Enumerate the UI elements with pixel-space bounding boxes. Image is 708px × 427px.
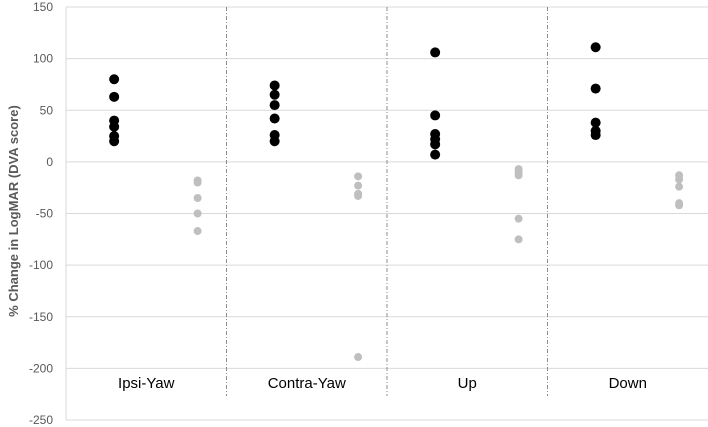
data-point bbox=[675, 182, 684, 191]
data-point bbox=[354, 191, 363, 200]
data-point bbox=[109, 136, 120, 147]
data-point bbox=[430, 139, 441, 150]
data-point bbox=[675, 201, 684, 210]
data-point bbox=[514, 171, 523, 180]
category-separators bbox=[226, 7, 548, 396]
data-point bbox=[109, 121, 120, 132]
data-point bbox=[514, 235, 523, 244]
data-point bbox=[675, 175, 684, 184]
category-labels: Ipsi-Yaw Contra-Yaw Up Down bbox=[118, 375, 647, 392]
data-point bbox=[269, 136, 280, 147]
data-point bbox=[269, 80, 280, 91]
data-point bbox=[430, 149, 441, 160]
data-point bbox=[354, 181, 363, 190]
data-point bbox=[590, 130, 601, 141]
data-points bbox=[109, 42, 684, 362]
y-tick-label: -50 bbox=[36, 207, 54, 221]
y-tick-label: -150 bbox=[29, 310, 53, 324]
category-label: Ipsi-Yaw bbox=[118, 375, 175, 392]
y-tick-label: -200 bbox=[29, 361, 53, 375]
data-point bbox=[269, 113, 280, 124]
data-point bbox=[193, 178, 202, 187]
category-label: Contra-Yaw bbox=[268, 375, 346, 392]
y-tick-label: -250 bbox=[29, 413, 53, 427]
y-tick-label: 50 bbox=[40, 103, 54, 117]
data-point bbox=[269, 89, 280, 100]
y-tick-label: -100 bbox=[29, 258, 53, 272]
data-point bbox=[590, 117, 601, 128]
data-point bbox=[430, 110, 441, 121]
data-point bbox=[269, 100, 280, 111]
data-point bbox=[590, 42, 601, 53]
category-label: Down bbox=[609, 375, 647, 392]
data-point bbox=[514, 214, 523, 223]
y-tick-label: 100 bbox=[33, 52, 53, 66]
data-point bbox=[590, 83, 601, 94]
data-point bbox=[354, 172, 363, 181]
y-tick-label: 0 bbox=[46, 155, 53, 169]
data-point bbox=[109, 74, 120, 85]
y-axis-title: % Change in LogMAR (DVA score) bbox=[6, 105, 21, 317]
category-label: Up bbox=[458, 375, 477, 392]
data-point bbox=[193, 227, 202, 236]
data-point bbox=[354, 353, 363, 362]
y-tick-labels: 150 100 50 0 -50 -100 -150 -200 -250 bbox=[29, 0, 53, 427]
data-point bbox=[109, 91, 120, 102]
data-point bbox=[193, 194, 202, 203]
data-point bbox=[430, 47, 441, 58]
data-point bbox=[193, 209, 202, 218]
y-tick-label: 150 bbox=[33, 0, 53, 14]
